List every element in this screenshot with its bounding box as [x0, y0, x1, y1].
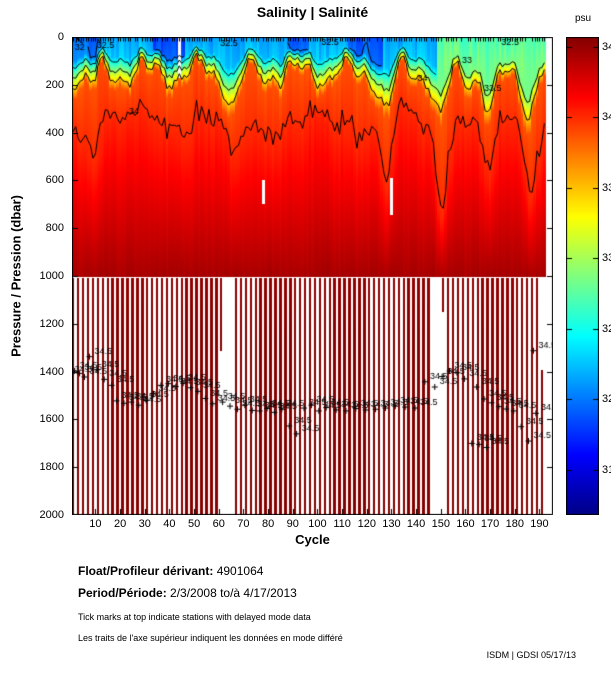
float-id-line: Float/Profileur dérivant: 4901064 [78, 564, 263, 578]
x-tick-label: 110 [333, 518, 351, 530]
y-tick-label: 2000 [39, 509, 64, 521]
x-tick-label: 20 [113, 518, 127, 530]
x-tick-label: 120 [357, 518, 376, 530]
x-tick-label: 80 [261, 518, 275, 530]
y-tick-label: 1200 [39, 317, 64, 330]
x-tick-label: 180 [505, 518, 524, 530]
x-tick-label: 10 [89, 518, 102, 530]
y-tick-label: 600 [45, 174, 64, 187]
x-tick-label: 190 [530, 518, 549, 530]
x-tick-label: 30 [138, 518, 151, 530]
y-tick-label: 800 [45, 222, 64, 235]
x-tick-label: 40 [163, 518, 176, 530]
x-tick-label: 160 [456, 518, 475, 530]
x-tick-label: 90 [286, 518, 299, 530]
period-label: Period/Période: [78, 586, 167, 600]
float-id-label: Float/Profileur dérivant: [78, 564, 214, 578]
x-tick-label: 50 [187, 518, 201, 530]
colorbar-tick-label: 34.5 [602, 40, 611, 53]
colorbar-unit-label: psu [574, 13, 592, 24]
x-tick-label: 100 [308, 518, 327, 530]
y-tick-label: 0 [57, 31, 64, 43]
x-tick-label: 170 [480, 518, 500, 530]
colorbar-tick-label: 34 [602, 111, 611, 124]
plot-title: Salinity | Salinité [256, 4, 369, 20]
x-tick-label: 140 [406, 518, 426, 530]
y-tick-label: 1800 [39, 461, 64, 474]
x-axis-label: Cycle [295, 532, 330, 547]
x-tick-label: 150 [431, 518, 450, 530]
note-english: Tick marks at top indicate stations with… [78, 612, 311, 622]
colorbar-tick-label: 31.5 [602, 463, 611, 476]
period-line: Period/Période: 2/3/2008 to/à 4/17/2013 [78, 586, 297, 600]
colorbar-tick-label: 33.5 [602, 181, 611, 194]
colorbar-tick-label: 32.5 [602, 322, 611, 335]
float-id-value: 4901064 [216, 564, 264, 578]
x-tick-label: 130 [382, 518, 401, 530]
colorbar [566, 37, 599, 515]
colorbar-tick-label: 32 [602, 393, 611, 406]
x-tick-label: 70 [237, 518, 250, 530]
agency-credit: ISDM | GDSI 05/17/13 [486, 650, 576, 660]
y-tick-label: 1000 [39, 270, 64, 282]
y-tick-label: 400 [45, 126, 64, 139]
y-tick-label: 1400 [39, 365, 64, 378]
y-tick-label: 1600 [39, 413, 64, 426]
period-value: 2/3/2008 to/à 4/17/2013 [170, 586, 297, 600]
salinity-heatmap [72, 37, 553, 515]
note-french: Les traits de l'axe supérieur indiquent … [78, 633, 343, 643]
x-tick-label: 60 [212, 518, 225, 530]
colorbar-tick-label: 33 [602, 252, 611, 265]
y-tick-label: 200 [45, 78, 64, 91]
